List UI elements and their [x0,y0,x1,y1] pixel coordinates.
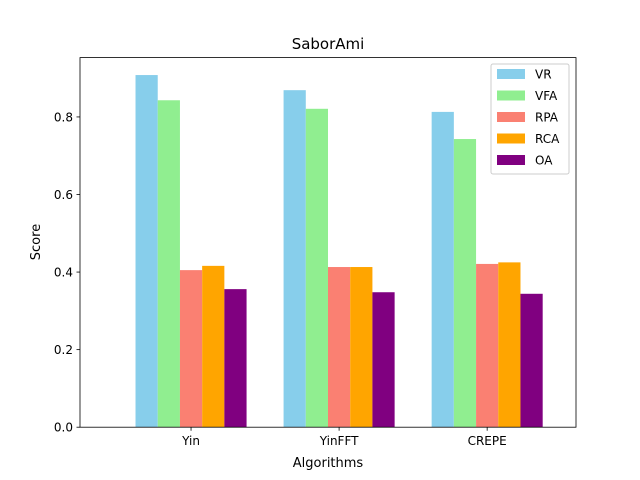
bar-oa-crepe [520,293,543,428]
x-tick-label-crepe: CREPE [468,434,507,448]
y-tick-label: 0.2 [54,343,73,357]
bar-vfa-yinfft [305,108,328,428]
legend-label-rca: RCA [535,132,560,146]
legend-label-rpa: RPA [535,111,559,125]
bar-rpa-yin [179,270,203,428]
bar-rpa-crepe [476,263,499,428]
plot-frame [79,57,577,428]
chart-title: SaborAmi [292,35,365,53]
legend-label-vfa: VFA [535,89,558,103]
bar-rca-yinfft [350,267,373,428]
x-tick-label-yinfft: YinFFT [319,434,359,448]
legend-swatch-vr [497,69,525,79]
bar-group [135,75,543,428]
legend-swatch-oa [497,155,525,165]
y-tick-label: 0.4 [54,266,73,280]
y-tick-label: 0.6 [54,188,73,202]
bar-rpa-yinfft [328,267,351,428]
bar-oa-yin [224,289,247,428]
bar-vr-yin [135,75,158,428]
bar-rca-yin [202,265,225,428]
legend-label-vr: VR [535,68,552,82]
y-axis-label: Score [29,224,44,260]
bar-oa-yinfft [372,292,395,428]
legend-swatch-rca [497,133,525,144]
bar-vr-crepe [431,111,454,428]
y-tick-label: 0.0 [54,421,73,435]
bar-vfa-crepe [453,139,477,428]
y-tick-label: 0.8 [54,110,73,124]
legend-swatch-rpa [497,112,525,122]
bar-vr-yinfft [283,90,306,428]
x-tick-label-yin: Yin [181,434,200,448]
x-axis-label: Algorithms [293,456,364,471]
legend-swatch-vfa [497,90,525,101]
axes-group: 0.0 0.2 0.4 0.6 0.8 Yin YinFFT CREPE [54,57,577,448]
legend-label-oa: OA [535,154,553,168]
legend: VR VFA RPA RCA OA [490,63,570,175]
bar-vfa-yin [157,100,180,428]
bar-rca-crepe [498,262,521,428]
